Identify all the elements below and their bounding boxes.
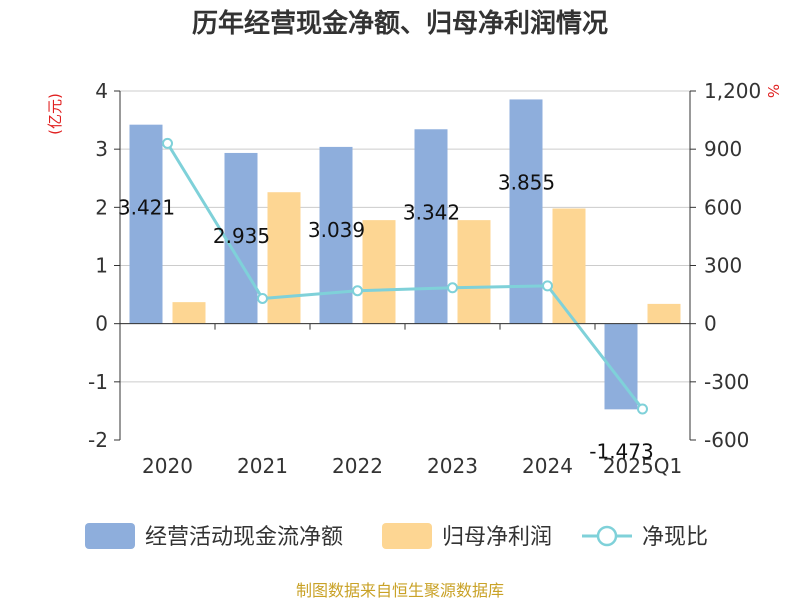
x-axis: 2020 2021 2022 2023 2024 2025Q1 [119, 323, 691, 478]
x-tick-label: 2020 [142, 454, 193, 478]
net-profit-bar [267, 192, 301, 324]
cash-flow-data-label: -1.473 [589, 439, 653, 463]
ratio-point [352, 285, 363, 297]
left-axis-unit: (亿元) [46, 93, 64, 135]
x-tick-label: 2022 [332, 454, 383, 478]
legend-swatch-cash-flow [85, 523, 135, 549]
right-tick-label: 300 [704, 254, 742, 278]
ratio-point [257, 292, 268, 304]
cash-flow-bar [224, 152, 258, 324]
left-tick-label: 3 [95, 137, 108, 161]
right-tick-label: 1,200 [704, 79, 761, 103]
legend-swatch-net-profit [382, 523, 432, 549]
left-tick-label: -1 [88, 370, 108, 394]
left-tick-label: 1 [95, 254, 108, 278]
cash-flow-bar [129, 124, 163, 324]
ratio-series-line [166, 142, 644, 410]
x-tick-label: 2024 [522, 454, 573, 478]
cash-flow-data-label: 3.855 [498, 170, 555, 194]
x-tick-label: 2025Q1 [603, 454, 682, 478]
chart-title: 历年经营现金净额、归母净利润情况 [192, 8, 608, 39]
right-tick-label: 0 [704, 312, 717, 336]
cash-flow-data-label: 3.342 [403, 200, 460, 224]
legend-label-ratio: 净现比 [642, 525, 708, 550]
cash-flow-bar [509, 99, 543, 324]
net-profit-bar [172, 302, 206, 324]
net-profit-bar [647, 303, 681, 324]
legend-label-cash-flow: 经营活动现金流净额 [145, 525, 343, 550]
right-y-axis: 1,200 900 600 300 0 -300 -600 [689, 79, 761, 452]
ratio-point [447, 282, 458, 294]
x-tick-label: 2023 [427, 454, 478, 478]
ratio-point [542, 280, 553, 292]
data-labels: 3.421 2.935 3.039 3.342 3.855 -1.473 [118, 170, 654, 463]
cash-flow-data-label: 2.935 [213, 224, 270, 248]
cash-flow-bar [414, 129, 448, 324]
left-tick-label: -2 [88, 428, 108, 452]
left-tick-label: 0 [95, 312, 108, 336]
net-profit-bar [362, 220, 396, 324]
net-profit-bar [457, 220, 491, 324]
legend-swatch-ratio-marker [596, 525, 618, 547]
right-tick-label: -300 [704, 370, 749, 394]
left-tick-label: 4 [95, 79, 108, 103]
ratio-point [162, 137, 173, 149]
legend-label-net-profit: 归母净利润 [442, 525, 552, 550]
legend: 经营活动现金流净额 归母净利润 净现比 [85, 523, 708, 550]
right-tick-label: 900 [704, 137, 742, 161]
x-tick-label: 2021 [237, 454, 288, 478]
bars [129, 99, 681, 410]
right-tick-label: 600 [704, 195, 742, 219]
right-tick-label: -600 [704, 428, 749, 452]
source-note: 制图数据来自恒生聚源数据库 [296, 581, 504, 600]
left-tick-label: 2 [95, 195, 108, 219]
left-y-axis: 4 3 2 1 0 -1 -2 [88, 79, 121, 452]
ratio-line [162, 137, 648, 415]
cash-flow-data-label: 3.039 [308, 218, 365, 242]
ratio-point [637, 403, 648, 415]
cash-flow-data-label: 3.421 [118, 196, 175, 220]
right-axis-unit: % [764, 84, 782, 98]
net-profit-bar [552, 208, 586, 324]
